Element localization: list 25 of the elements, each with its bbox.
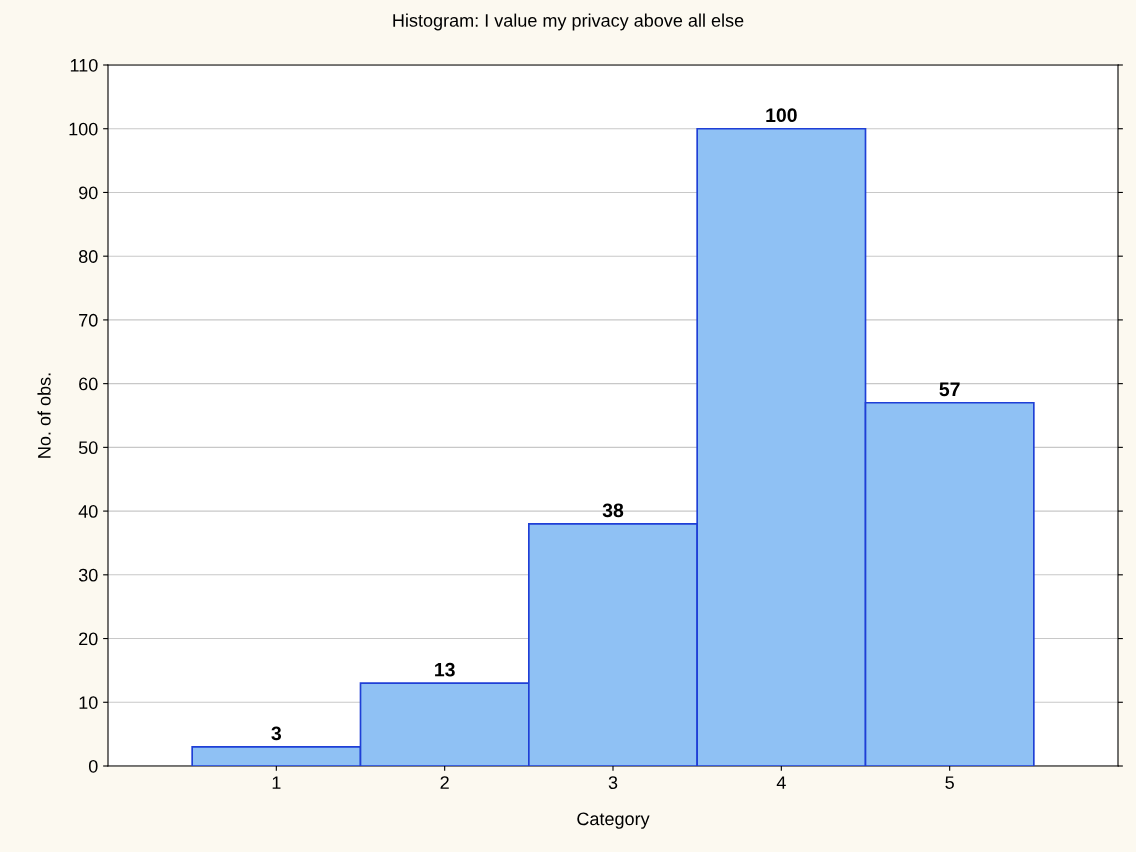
y-tick-label: 10 (79, 696, 98, 709)
y-tick-label: 70 (79, 313, 98, 327)
y-tick-label: 20 (79, 632, 98, 646)
data-label: 100 (766, 108, 797, 123)
data-label: 3 (271, 726, 282, 741)
chart-title: Histogram: I value my privacy above all else (393, 13, 744, 31)
y-tick-label: 80 (78, 250, 98, 263)
x-axis-title: Category (577, 812, 650, 829)
y-tick-label: 110 (70, 58, 98, 72)
data-label: 13 (435, 662, 455, 677)
y-tick-label: 60 (79, 377, 98, 391)
y-tick-label: 40 (78, 505, 98, 518)
data-label: 57 (939, 382, 960, 397)
y-tick-label: 90 (79, 186, 98, 200)
y-tick-label: 100 (69, 122, 98, 136)
y-axis-title: No. of obs. (37, 373, 51, 458)
y-tick-label: 0 (88, 759, 98, 773)
data-label: 38 (602, 503, 624, 518)
x-tick-label: 2 (440, 776, 449, 789)
x-tick-label: 5 (945, 776, 954, 789)
y-tick-label: 30 (78, 568, 98, 582)
y-tick-label: 50 (78, 441, 98, 455)
x-tick-label: 1 (272, 776, 281, 789)
x-tick-label: 4 (776, 776, 786, 789)
x-tick-label: 3 (608, 776, 618, 789)
